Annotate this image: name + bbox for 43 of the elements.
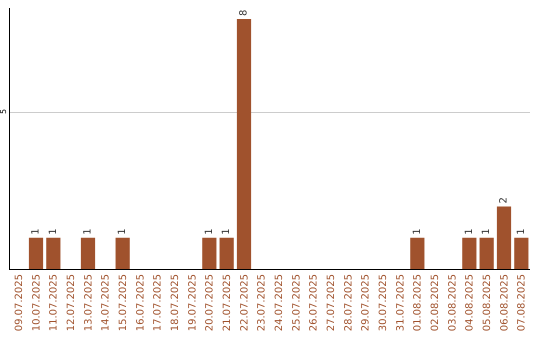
data-label: 8: [238, 10, 250, 16]
x-tick-label: 22.07.2025: [239, 274, 250, 332]
x-tick-label: 28.07.2025: [343, 274, 354, 332]
x-tick-label: 11.07.2025: [48, 274, 60, 332]
data-label: 1: [204, 228, 215, 235]
x-tick-label: 16.07.2025: [135, 274, 146, 332]
x-tick-label: 14.07.2025: [100, 274, 112, 332]
x-tick-label: 02.08.2025: [430, 274, 441, 332]
data-label: 1: [412, 228, 423, 235]
data-label: 1: [221, 228, 232, 235]
x-tick-label: 07.08.2025: [516, 274, 528, 332]
x-tick-label: 27.07.2025: [326, 274, 337, 332]
data-label: 1: [464, 228, 475, 235]
x-tick-label: 12.07.2025: [66, 274, 77, 332]
x-tick-label: 01.08.2025: [412, 274, 424, 332]
data-label: 1: [117, 228, 128, 235]
x-tick-label: 19.07.2025: [187, 274, 198, 332]
data-label: 1: [48, 228, 59, 235]
x-tick-label: 06.08.2025: [499, 274, 510, 332]
data-label: 1: [30, 228, 42, 235]
x-tick-label: 25.07.2025: [291, 274, 302, 332]
data-label: 1: [481, 228, 492, 235]
x-tick-label: 17.07.2025: [152, 274, 164, 332]
y-tick-label: 5: [0, 108, 8, 114]
x-tick-label: 18.07.2025: [170, 274, 181, 332]
data-label: 2: [498, 197, 510, 204]
x-tick-label: 24.07.2025: [274, 274, 285, 332]
x-tick-label: 10.07.2025: [31, 274, 42, 332]
x-tick-label: 03.08.2025: [447, 274, 458, 332]
x-tick-label: 23.07.2025: [256, 274, 268, 332]
x-tick-label: 13.07.2025: [83, 274, 94, 332]
x-tick-label: 31.07.2025: [395, 274, 406, 332]
x-tick-label: 04.08.2025: [464, 274, 476, 332]
data-label: 1: [516, 228, 527, 235]
x-tick-label: 05.08.2025: [482, 274, 493, 332]
x-tick-label: 09.07.2025: [14, 274, 25, 332]
x-tick-label: 21.07.2025: [222, 274, 233, 332]
x-tick-label: 29.07.2025: [360, 274, 372, 332]
x-tick-label: 20.07.2025: [204, 274, 216, 332]
x-tick-label: 26.07.2025: [308, 274, 320, 332]
x-tick-label: 30.07.2025: [378, 274, 389, 332]
x-tick-label: 15.07.2025: [118, 274, 129, 332]
data-label: 1: [82, 228, 94, 235]
